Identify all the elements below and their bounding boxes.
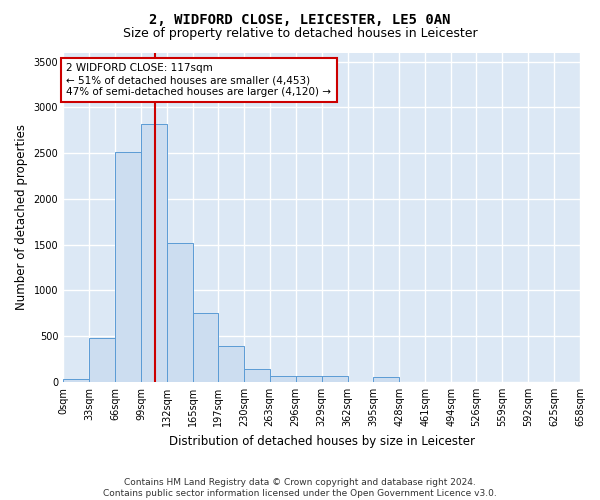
Bar [141, 124, 167, 382]
Bar [193, 314, 218, 382]
Bar [218, 346, 244, 382]
Bar [322, 376, 347, 382]
Text: 2 WIDFORD CLOSE: 117sqm
← 51% of detached houses are smaller (4,453)
47% of semi: 2 WIDFORD CLOSE: 117sqm ← 51% of detache… [67, 64, 331, 96]
Bar [63, 379, 89, 382]
Bar [373, 378, 400, 382]
Bar [89, 338, 115, 382]
Bar [296, 376, 322, 382]
Text: 2, WIDFORD CLOSE, LEICESTER, LE5 0AN: 2, WIDFORD CLOSE, LEICESTER, LE5 0AN [149, 12, 451, 26]
X-axis label: Distribution of detached houses by size in Leicester: Distribution of detached houses by size … [169, 434, 475, 448]
Bar [244, 369, 270, 382]
Bar [167, 243, 193, 382]
Bar [270, 376, 296, 382]
Bar [115, 152, 141, 382]
Text: Size of property relative to detached houses in Leicester: Size of property relative to detached ho… [122, 28, 478, 40]
Text: Contains HM Land Registry data © Crown copyright and database right 2024.
Contai: Contains HM Land Registry data © Crown c… [103, 478, 497, 498]
Y-axis label: Number of detached properties: Number of detached properties [15, 124, 28, 310]
